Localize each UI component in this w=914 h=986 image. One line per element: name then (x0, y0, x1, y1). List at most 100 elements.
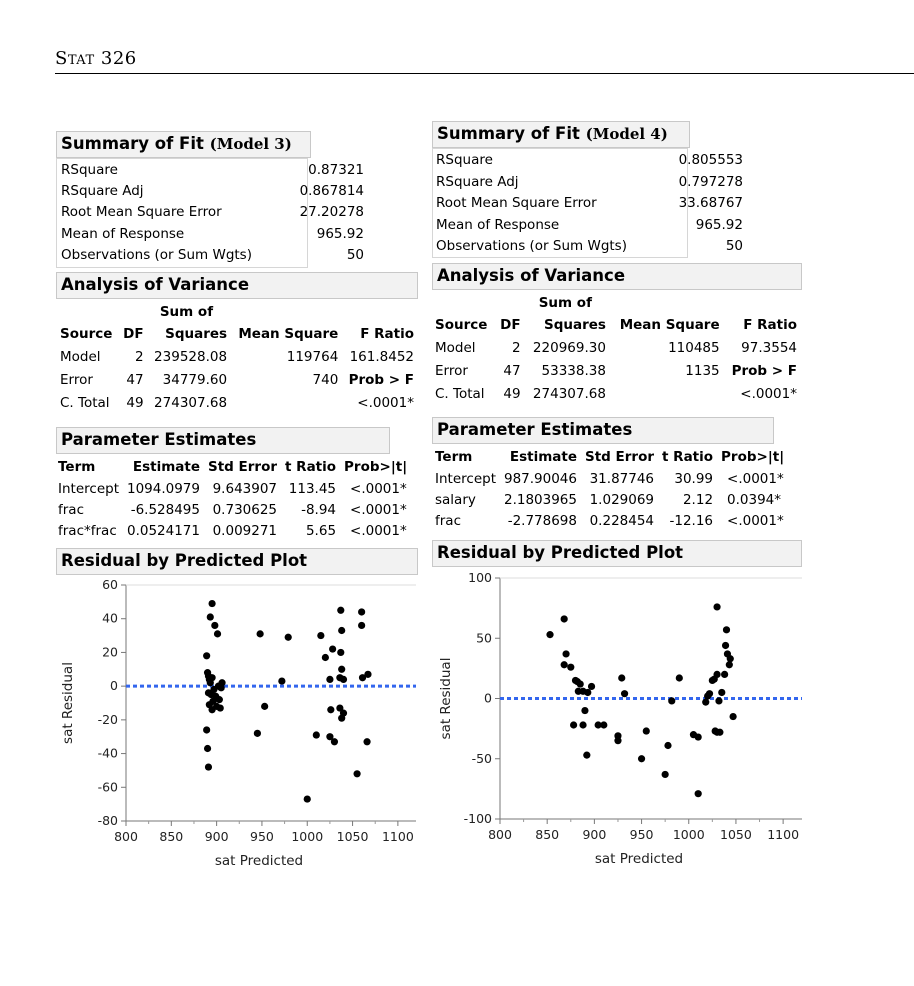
anova-ms (231, 391, 342, 414)
anova-ss: 53338.38 (541, 362, 606, 379)
model3-anova-header[interactable]: Analysis of Variance (56, 272, 418, 299)
data-point (713, 603, 721, 611)
model3-plot-title: Residual by Predicted Plot (61, 551, 308, 570)
model3-anova-title: Analysis of Variance (61, 275, 250, 294)
fit-label: RSquare (436, 152, 493, 168)
model3-plot-header[interactable]: Residual by Predicted Plot (56, 548, 418, 575)
param-t: -12.16 (669, 512, 714, 529)
x-tick-label: 850 (159, 829, 183, 844)
data-point (206, 613, 214, 621)
param-se: 1.029069 (589, 491, 655, 508)
model3-summary-sub: (Model 3) (209, 135, 292, 153)
anova-header-squares: Squares (165, 326, 228, 342)
data-point (560, 615, 568, 623)
y-tick-label: 60 (102, 577, 118, 592)
data-point (705, 690, 714, 698)
model3-param-header[interactable]: Parameter Estimates (56, 427, 390, 454)
param-se: 0.730625 (212, 501, 278, 518)
anova-source: Error (435, 362, 468, 379)
anova-df: 47 (503, 362, 521, 379)
data-point (364, 670, 372, 678)
data-point (614, 737, 622, 745)
param-p: <.0001* (350, 522, 407, 539)
data-point (338, 626, 346, 635)
table-row: salary 2.1803965 1.029069 2.12 0.0394* (431, 489, 788, 510)
model3-chart-svg: -80 -60 -40 -20 0 20 40 60 800 850 900 950 1000 1050 1… (60, 577, 416, 869)
anova-f: 97.3554 (741, 339, 797, 356)
data-point (560, 661, 568, 669)
data-point (661, 770, 669, 779)
x-tick-label: 1100 (382, 829, 414, 844)
anova-header-mean-square: Mean Square (619, 317, 720, 333)
y-tick-label: -20 (98, 712, 118, 727)
fit-value: 0.867814 (299, 183, 364, 199)
y-tick-label: 0 (110, 678, 118, 693)
model4-summary-sub: (Model 4) (585, 125, 668, 143)
data-point (702, 698, 710, 706)
fit-label: Root Mean Square Error (61, 204, 222, 220)
model3-fit-box (56, 158, 308, 268)
table-row: C. Total 49 274307.68 <.0001* (56, 391, 418, 414)
y-tick-label: 20 (102, 644, 118, 659)
x-tick-label: 1050 (720, 827, 752, 842)
anova-source: Model (60, 348, 101, 365)
param-header-term: Term (58, 459, 96, 475)
anova-header-prob-f: Prob > F (731, 362, 797, 379)
data-point (326, 733, 334, 741)
model4-plot-header[interactable]: Residual by Predicted Plot (432, 540, 802, 567)
param-se: 0.009271 (212, 522, 278, 539)
param-term: frac*frac (58, 522, 117, 539)
data-point (718, 688, 726, 697)
data-point (710, 675, 718, 683)
x-tick-label: 800 (488, 827, 512, 842)
anova-header-source: Source (60, 326, 113, 342)
data-point (215, 696, 223, 704)
x-tick-label: 900 (582, 827, 606, 842)
fit-value: 965.92 (316, 226, 364, 242)
x-axis-label: sat Predicted (215, 853, 303, 869)
data-point (337, 648, 345, 657)
model4-anova-header[interactable]: Analysis of Variance (432, 263, 802, 290)
y-tick-label: -40 (98, 746, 118, 761)
data-point (336, 704, 344, 712)
x-tick-label: 1000 (291, 829, 323, 844)
param-p: <.0001* (727, 512, 784, 529)
anova-ms (610, 382, 724, 405)
x-tick-label: 950 (250, 829, 274, 844)
data-point (721, 670, 729, 678)
model4-fit-box (432, 148, 688, 258)
data-point (278, 677, 286, 685)
param-p: <.0001* (350, 501, 407, 518)
model3-summary-title: Summary of Fit (61, 134, 204, 153)
param-header-prob: Prob>|t| (344, 459, 408, 475)
model4-summary-header[interactable]: Summary of Fit (Model 4) (432, 121, 690, 148)
model3-summary-header[interactable]: Summary of Fit (Model 3) (56, 131, 311, 158)
fit-label: Mean of Response (61, 226, 185, 242)
model4-summary-title: Summary of Fit (437, 124, 580, 143)
x-tick-label: 1050 (337, 829, 369, 844)
data-point (330, 738, 339, 746)
anova-source: C. Total (60, 394, 110, 411)
data-point (570, 721, 578, 729)
table-row: Intercept 1094.0979 9.643907 113.45 <.00… (54, 478, 411, 499)
model4-param-header[interactable]: Parameter Estimates (432, 417, 774, 444)
anova-ss: 274307.68 (532, 385, 606, 402)
data-point (303, 795, 311, 803)
y-tick-label: 50 (476, 630, 492, 645)
param-header-term: Term (435, 449, 473, 465)
param-term: Intercept (58, 480, 119, 497)
data-point (600, 721, 608, 729)
param-t: 5.65 (305, 522, 337, 539)
model4-anova-table: Sum of Source DF Squares Mean Square F R… (431, 292, 801, 405)
data-point (208, 706, 216, 714)
anova-f: <.0001* (357, 394, 414, 411)
anova-f: 161.8452 (349, 348, 414, 365)
data-point (337, 606, 345, 614)
param-estimate: 0.0524171 (126, 522, 200, 539)
data-point (584, 688, 592, 697)
y-tick-label: 40 (102, 611, 118, 626)
y-axis-label: sat Residual (438, 658, 454, 740)
param-estimate: 2.1803965 (503, 491, 577, 508)
param-header-estimate: Estimate (132, 459, 200, 475)
param-se: 31.87746 (589, 470, 655, 487)
